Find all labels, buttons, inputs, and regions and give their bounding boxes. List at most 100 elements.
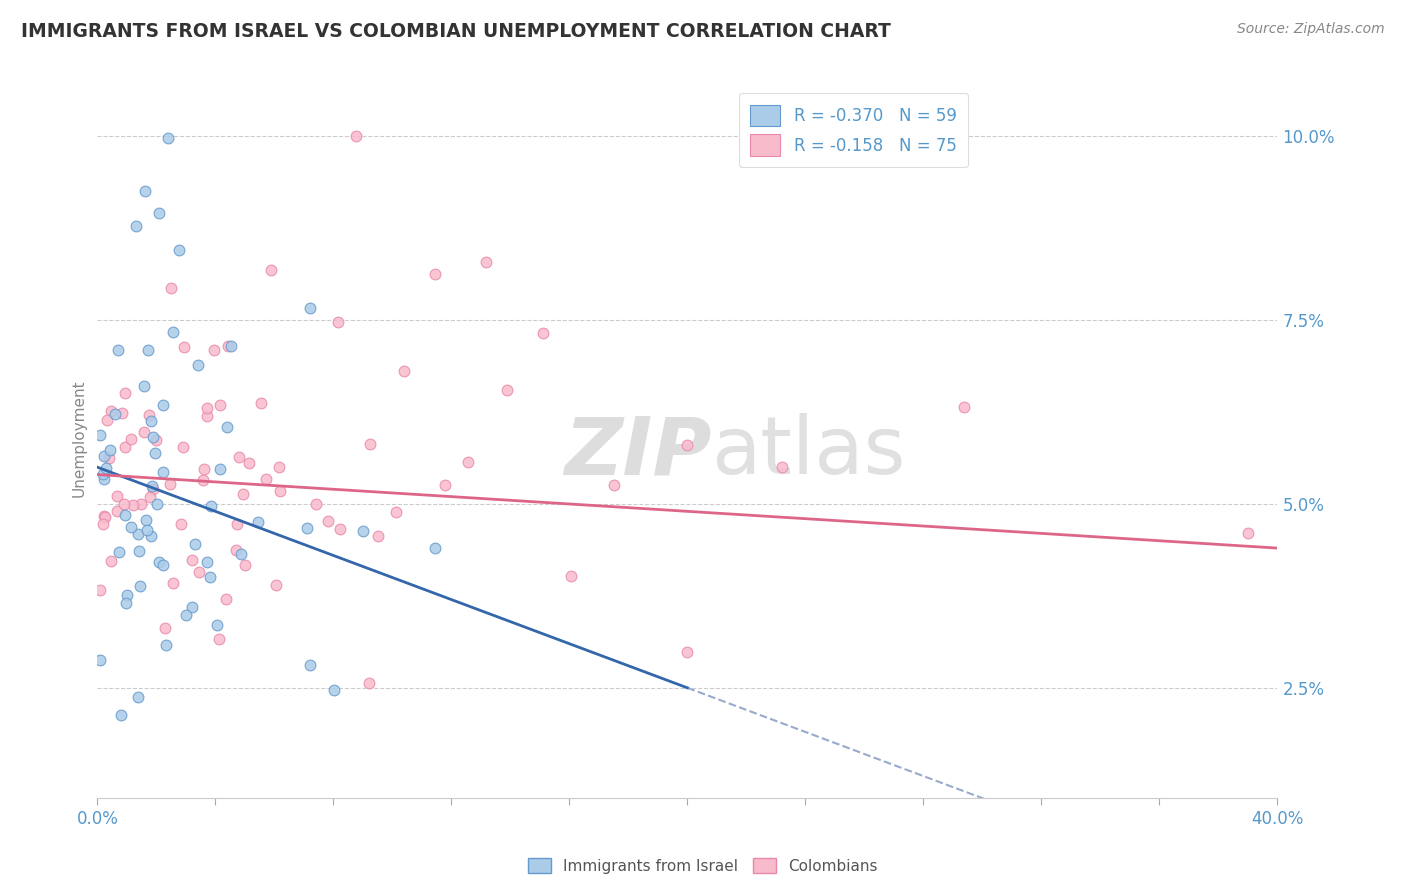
Point <box>299 657 322 672</box>
Point <box>128 579 150 593</box>
Point <box>125 219 148 233</box>
Point <box>155 638 177 652</box>
Point <box>111 406 134 420</box>
Point <box>181 600 204 615</box>
Point <box>148 555 170 569</box>
Point <box>200 499 222 513</box>
Point <box>128 544 150 558</box>
Point <box>145 433 167 447</box>
Point <box>329 522 352 536</box>
Point <box>173 340 195 354</box>
Point <box>127 690 149 704</box>
Point <box>202 343 225 358</box>
Point <box>155 621 177 635</box>
Point <box>215 592 238 607</box>
Point <box>142 482 165 496</box>
Point <box>233 558 256 572</box>
Point <box>323 683 346 698</box>
Point <box>96 413 118 427</box>
Point <box>132 425 155 439</box>
Point <box>195 555 218 569</box>
Point <box>160 281 183 295</box>
Point <box>105 489 128 503</box>
Point <box>344 129 367 144</box>
Point <box>107 545 129 559</box>
Point <box>162 575 184 590</box>
Point <box>247 515 270 529</box>
Point <box>1237 525 1260 540</box>
Point <box>134 184 156 198</box>
Point <box>141 479 163 493</box>
Point <box>105 504 128 518</box>
Point <box>496 383 519 397</box>
Point <box>254 472 277 486</box>
Point <box>423 541 446 555</box>
Point <box>91 517 114 532</box>
Point <box>676 645 699 659</box>
Point <box>172 441 194 455</box>
Point <box>143 446 166 460</box>
Point <box>359 675 381 690</box>
Point <box>193 474 215 488</box>
Point <box>195 401 218 416</box>
Text: Source: ZipAtlas.com: Source: ZipAtlas.com <box>1237 22 1385 37</box>
Point <box>156 130 179 145</box>
Point <box>209 462 232 476</box>
Point <box>260 263 283 277</box>
Point <box>298 301 321 315</box>
Point <box>269 459 291 474</box>
Legend: Immigrants from Israel, Colombians: Immigrants from Israel, Colombians <box>522 852 884 880</box>
Point <box>423 267 446 281</box>
Point <box>180 553 202 567</box>
Point <box>135 513 157 527</box>
Point <box>152 558 174 573</box>
Point <box>269 484 291 499</box>
Point <box>385 506 408 520</box>
Point <box>114 386 136 401</box>
Point <box>120 432 142 446</box>
Point <box>238 456 260 470</box>
Point <box>148 206 170 220</box>
Point <box>139 414 162 428</box>
Point <box>770 460 793 475</box>
Point <box>152 465 174 479</box>
Point <box>114 440 136 454</box>
Point <box>359 436 381 450</box>
Point <box>104 407 127 421</box>
Point <box>110 708 132 723</box>
Point <box>146 497 169 511</box>
Text: IMMIGRANTS FROM ISRAEL VS COLOMBIAN UNEMPLOYMENT CORRELATION CHART: IMMIGRANTS FROM ISRAEL VS COLOMBIAN UNEM… <box>21 22 891 41</box>
Point <box>316 514 339 528</box>
Point <box>120 520 142 534</box>
Point <box>434 477 457 491</box>
Point <box>138 408 160 422</box>
Point <box>198 570 221 584</box>
Point <box>167 244 190 258</box>
Text: atlas: atlas <box>711 413 905 491</box>
Point <box>170 516 193 531</box>
Point <box>127 526 149 541</box>
Point <box>295 521 318 535</box>
Point <box>209 398 232 412</box>
Point <box>215 420 238 434</box>
Point <box>184 537 207 551</box>
Point <box>100 554 122 568</box>
Point <box>138 343 160 357</box>
Point <box>112 497 135 511</box>
Point <box>208 632 231 646</box>
Point <box>134 379 156 393</box>
Text: ZIP: ZIP <box>564 413 711 491</box>
Point <box>114 508 136 522</box>
Point <box>159 476 181 491</box>
Point <box>93 509 115 524</box>
Point <box>675 438 697 452</box>
Point <box>228 450 250 464</box>
Point <box>305 497 328 511</box>
Point <box>89 583 111 598</box>
Point <box>94 460 117 475</box>
Point <box>139 529 162 543</box>
Point <box>187 358 209 372</box>
Point <box>89 653 111 667</box>
Point <box>531 326 554 341</box>
Point <box>139 490 162 504</box>
